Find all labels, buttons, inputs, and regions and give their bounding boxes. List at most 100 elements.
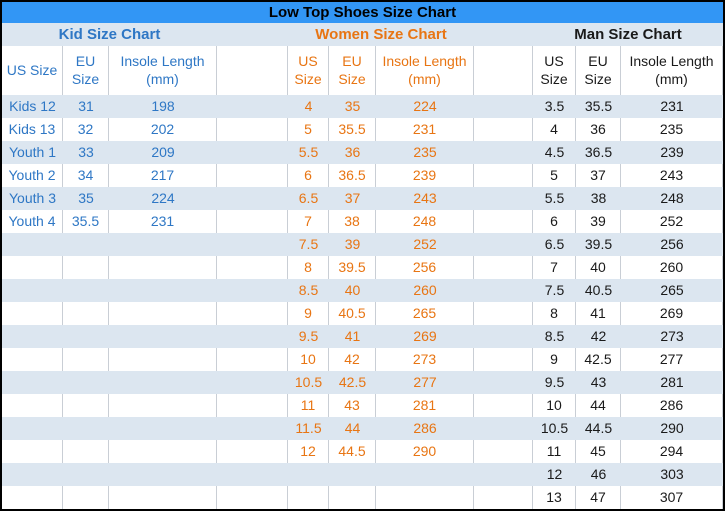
table-cell-women [288,463,329,486]
table-cell-kid [2,486,63,509]
table-cell-women [376,463,474,486]
table-cell-man: 303 [621,463,723,486]
spacer-cell [217,417,288,440]
table-cell-kid [109,233,217,256]
table-cell-kid [63,302,109,325]
spacer-cell [474,23,533,46]
spacer-cell [217,486,288,509]
table-cell-man: 44.5 [576,417,621,440]
table-cell-man: 39 [576,210,621,233]
table-cell-women: 231 [376,118,474,141]
spacer-cell [217,23,288,46]
table-cell-women: 8.5 [288,279,329,302]
table-cell-man: 8.5 [533,325,576,348]
table-cell-man: 12 [533,463,576,486]
spacer-cell [217,463,288,486]
table-cell-man: 10 [533,394,576,417]
table-cell-women: 39.5 [329,256,376,279]
column-header-man-1: EU Size [576,46,621,95]
table-cell-kid: 198 [109,95,217,118]
table-cell-kid [2,440,63,463]
table-cell-women: 7.5 [288,233,329,256]
spacer-cell [474,46,533,95]
spacer-cell [474,141,533,164]
table-cell-women: 5.5 [288,141,329,164]
table-cell-man: 36.5 [576,141,621,164]
table-cell-man: 248 [621,187,723,210]
column-header-kid-2: Insole Length (mm) [109,46,217,95]
table-cell-kid [63,371,109,394]
spacer-cell [474,95,533,118]
table-cell-man: 44 [576,394,621,417]
table-cell-man: 281 [621,371,723,394]
table-cell-women: 286 [376,417,474,440]
table-cell-kid [109,486,217,509]
table-cell-kid [109,325,217,348]
spacer-cell [474,348,533,371]
table-cell-women: 12 [288,440,329,463]
table-cell-man: 46 [576,463,621,486]
table-cell-women: 5 [288,118,329,141]
spacer-cell [474,417,533,440]
spacer-cell [217,440,288,463]
table-cell-man: 6 [533,210,576,233]
table-cell-women: 277 [376,371,474,394]
table-cell-kid [109,302,217,325]
table-cell-women: 239 [376,164,474,187]
table-cell-kid [63,256,109,279]
spacer-cell [217,371,288,394]
spacer-cell [474,486,533,509]
table-cell-kid: Youth 2 [2,164,63,187]
spacer-cell [474,210,533,233]
table-cell-women: 224 [376,95,474,118]
table-cell-kid [109,348,217,371]
table-cell-kid [2,325,63,348]
table-cell-man: 35.5 [576,95,621,118]
table-cell-kid [63,486,109,509]
table-cell-man: 256 [621,233,723,256]
table-cell-women: 37 [329,187,376,210]
table-cell-kid: 231 [109,210,217,233]
table-cell-man: 39.5 [576,233,621,256]
table-cell-kid: 33 [63,141,109,164]
spacer-cell [217,46,288,95]
spacer-cell [217,141,288,164]
spacer-cell [217,302,288,325]
table-cell-man: 37 [576,164,621,187]
table-cell-kid: 224 [109,187,217,210]
table-cell-women: 44.5 [329,440,376,463]
table-cell-women: 235 [376,141,474,164]
table-cell-kid: Youth 1 [2,141,63,164]
table-cell-man: 290 [621,417,723,440]
table-cell-women: 40 [329,279,376,302]
table-cell-women: 4 [288,95,329,118]
table-cell-women: 7 [288,210,329,233]
table-cell-women: 36.5 [329,164,376,187]
table-cell-kid [63,417,109,440]
table-cell-women: 290 [376,440,474,463]
table-cell-man: 265 [621,279,723,302]
spacer-cell [217,348,288,371]
table-cell-man: 10.5 [533,417,576,440]
table-cell-women [376,486,474,509]
table-cell-man: 5.5 [533,187,576,210]
table-cell-kid: 209 [109,141,217,164]
spacer-cell [217,233,288,256]
table-cell-man: 277 [621,348,723,371]
table-cell-kid [63,233,109,256]
table-cell-women: 11 [288,394,329,417]
spacer-cell [474,256,533,279]
table-cell-man: 243 [621,164,723,187]
spacer-cell [217,95,288,118]
spacer-cell [474,463,533,486]
table-cell-kid: 35.5 [63,210,109,233]
table-cell-man: 294 [621,440,723,463]
table-cell-man: 40.5 [576,279,621,302]
table-cell-man: 9 [533,348,576,371]
table-cell-man: 45 [576,440,621,463]
table-cell-women: 10 [288,348,329,371]
table-cell-kid [109,256,217,279]
spacer-cell [474,279,533,302]
column-header-man-0: US Size [533,46,576,95]
